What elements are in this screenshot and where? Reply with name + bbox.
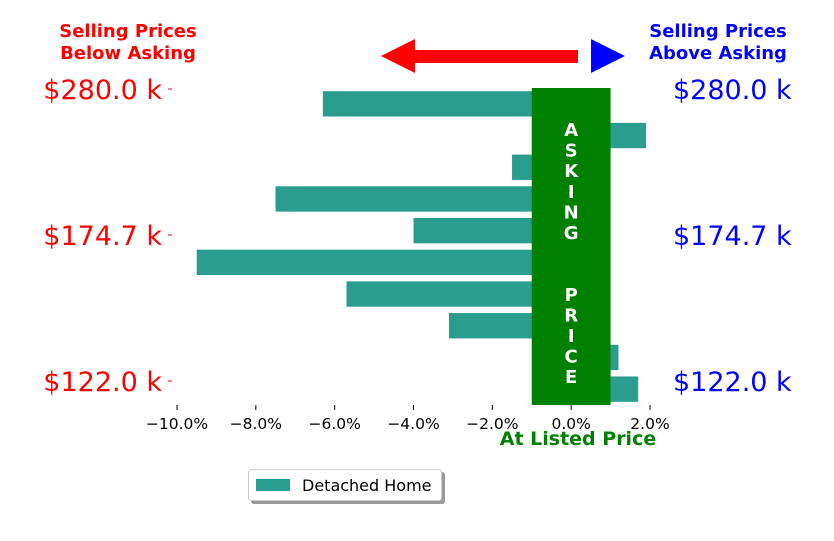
x-tick-label: −2.0% <box>466 415 518 433</box>
x-tick-label: −10.0% <box>146 415 208 433</box>
y-tick-label-right: $122.0 k <box>673 367 792 398</box>
bar <box>275 186 572 212</box>
y-tick-label-left: $122.0 k <box>43 367 162 398</box>
left-arrow-icon <box>381 39 578 73</box>
x-axis: −10.0% −8.0% −6.0% −4.0% −2.0% 0.0% 2.0% <box>146 405 670 433</box>
y-tick-label-left: $280.0 k <box>43 75 162 106</box>
x-tick-label: −6.0% <box>308 415 360 433</box>
y-axis-left: $280.0 k $174.7 k $122.0 k <box>43 75 172 398</box>
above-asking-label: Selling Prices Above Asking <box>649 21 787 64</box>
x-tick-label: −8.0% <box>230 415 282 433</box>
legend-swatch <box>256 479 290 491</box>
y-axis-right: $280.0 k $174.7 k $122.0 k <box>673 75 792 398</box>
right-arrow-icon <box>591 39 625 73</box>
direction-arrows <box>381 39 625 73</box>
bar <box>196 249 572 276</box>
y-tick-label-right: $280.0 k <box>673 75 792 106</box>
x-axis-label: At Listed Price <box>500 428 656 450</box>
legend: Detached Home <box>248 469 442 501</box>
legend-entry: Detached Home <box>302 475 432 495</box>
x-tick-label: 0.0% <box>551 415 590 433</box>
y-tick-label-right: $174.7 k <box>673 221 792 252</box>
asking-band-rect <box>531 88 611 405</box>
y-tick-label-left: $174.7 k <box>43 221 162 252</box>
bars-group <box>196 91 647 402</box>
x-tick-label: −4.0% <box>387 415 439 433</box>
below-asking-label: Selling Prices Below Asking <box>59 21 197 64</box>
bar <box>322 91 572 117</box>
x-tick-label: 2.0% <box>630 415 669 433</box>
